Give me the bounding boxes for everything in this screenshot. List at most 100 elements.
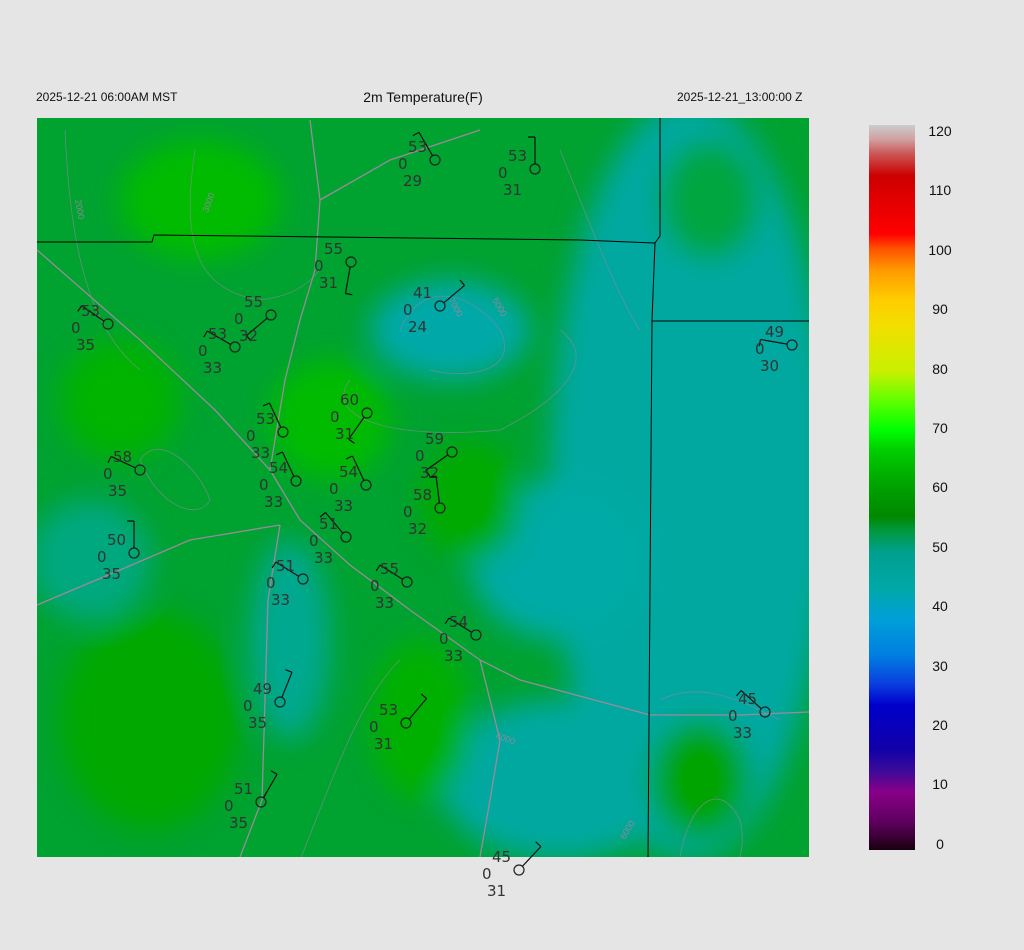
- wind-barb: [348, 416, 365, 440]
- station-mid: 0: [755, 340, 765, 358]
- colorbar-tick-label: 40: [932, 598, 948, 615]
- wind-barb-flag: [348, 438, 355, 444]
- colorbar-tick-label: 0: [936, 835, 944, 852]
- station-circle: [274, 696, 286, 708]
- station-dew: 35: [76, 336, 95, 354]
- station-temp: 50: [107, 531, 126, 549]
- wind-barb: [281, 451, 295, 477]
- station-temp: 55: [380, 560, 399, 578]
- station-dew: 31: [503, 181, 522, 199]
- wind-barb: [268, 402, 282, 428]
- elevation-contours: [64, 129, 781, 857]
- colorbar: [869, 125, 915, 850]
- station-dew: 33: [251, 444, 270, 462]
- colorbar-tick-label: 110: [928, 182, 952, 199]
- station-mid: 0: [314, 257, 324, 275]
- station-temp: 53: [81, 302, 100, 320]
- station-mid: 0: [234, 310, 244, 328]
- station-mid: 0: [224, 797, 234, 815]
- wind-barb-flag: [425, 470, 431, 477]
- wind-barb-flag: [345, 455, 353, 460]
- wind-barb-flag: [270, 770, 278, 775]
- station-circle: [360, 479, 372, 491]
- wind-barb: [262, 773, 278, 798]
- station-temp: 55: [244, 293, 263, 311]
- station-plots: 5302953031550314102455032530355303349030…: [71, 131, 798, 900]
- station-mid: 0: [482, 865, 492, 883]
- wind-barb-flag: [375, 564, 381, 572]
- station-temp: 55: [324, 240, 343, 258]
- wind-barb-flag: [262, 402, 270, 407]
- station-temp: 54: [339, 463, 358, 481]
- station-dew: 33: [444, 647, 463, 665]
- station-mid: 0: [266, 574, 276, 592]
- wind-barb-flag: [319, 512, 326, 518]
- station-circle: [434, 502, 446, 514]
- wind-barb: [81, 305, 105, 322]
- station-temp: 51: [234, 780, 253, 798]
- station-circle: [446, 446, 458, 458]
- station-dew: 24: [408, 318, 427, 336]
- station-mid: 0: [403, 503, 413, 521]
- station-dew: 32: [408, 520, 427, 538]
- map-title: 2m Temperature(F): [363, 89, 483, 105]
- colorbar-tick-label: 10: [932, 776, 948, 793]
- station-dew: 31: [335, 425, 354, 443]
- wind-barb: [246, 317, 268, 337]
- station-temp: 53: [379, 701, 398, 719]
- station-temp: 51: [319, 515, 338, 533]
- station-dew: 32: [420, 464, 439, 482]
- station-mid: 0: [398, 155, 408, 173]
- wind-barb-flag: [271, 561, 277, 569]
- colorbar-tick-label: 120: [928, 123, 952, 139]
- station-temp: 60: [340, 391, 359, 409]
- station-circle: [470, 629, 482, 641]
- colorbar-tick-label: 50: [932, 538, 948, 555]
- station-temp: 53: [408, 138, 427, 156]
- station-dew: 35: [108, 482, 127, 500]
- station-dew: 35: [248, 714, 267, 732]
- colorbar-tick-label: 80: [932, 360, 948, 377]
- wind-barb: [408, 698, 428, 720]
- station-circle: [401, 576, 413, 588]
- wind-barb-flag: [459, 279, 465, 286]
- station-circle: [429, 154, 441, 166]
- station-circle: [290, 475, 302, 487]
- temperature-field: 3000 5000 7000 2000 4000 6000: [37, 118, 809, 857]
- wind-barb-flag: [420, 693, 427, 699]
- station-mid: 0: [198, 342, 208, 360]
- utc-time: 2025-12-21_13:00:00 Z: [677, 90, 803, 104]
- station-mid: 0: [259, 476, 269, 494]
- station-circle: [277, 426, 289, 438]
- wind-barb-flag: [285, 669, 293, 673]
- station-mid: 0: [415, 447, 425, 465]
- wind-barb-flag: [246, 335, 252, 342]
- wind-barb: [435, 476, 440, 504]
- roads: [37, 119, 809, 857]
- station-circle: [400, 717, 412, 729]
- station-mid: 0: [309, 532, 319, 550]
- station-temp: 54: [449, 613, 468, 631]
- wind-barb-flag: [736, 690, 742, 697]
- station-circle: [345, 256, 357, 268]
- wind-barb-flag: [345, 292, 353, 296]
- wind-barb: [206, 330, 231, 346]
- wind-barb: [760, 338, 788, 345]
- station-dew: 30: [760, 357, 779, 375]
